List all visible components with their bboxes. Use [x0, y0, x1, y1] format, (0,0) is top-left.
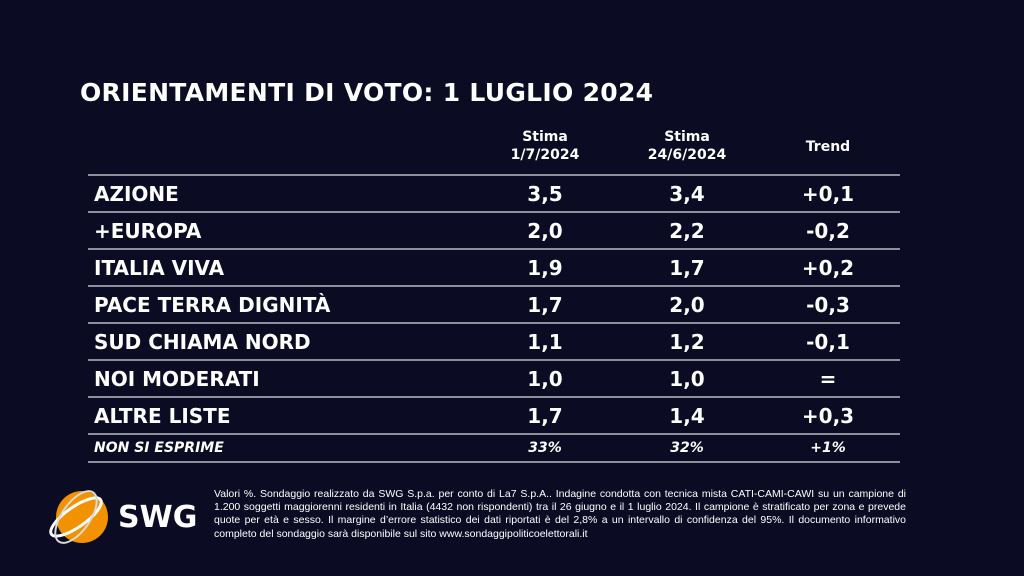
- party-name: NOI MODERATI: [94, 366, 260, 391]
- swg-logo-icon: [49, 490, 108, 544]
- methodology-note: Valori %. Sondaggio realizzato da SWG S.…: [214, 488, 906, 540]
- table-row: +EUROPA 2,0 2,2 -0,2: [88, 211, 900, 248]
- party-name: +EUROPA: [94, 218, 202, 243]
- poll-table: AZIONE 3,5 3,4 +0,1 +EUROPA 2,0 2,2 -0,2 ITALIA …: [88, 174, 900, 463]
- previous-value: 2,0: [669, 292, 705, 317]
- current-value: 1,9: [527, 255, 563, 280]
- table-row: NOI MODERATI 1,0 1,0 =: [88, 359, 900, 396]
- previous-value: 1,7: [669, 255, 705, 280]
- previous-value: 3,4: [669, 181, 705, 206]
- table-row: NON SI ESPRIME 33% 32% +1%: [88, 433, 900, 463]
- previous-value: 2,2: [669, 218, 705, 243]
- party-name: ITALIA VIVA: [94, 255, 225, 280]
- trend-value: -0,3: [806, 292, 850, 317]
- party-name: PACE TERRA DIGNITÀ: [94, 292, 331, 317]
- previous-value: 1,4: [669, 403, 705, 428]
- trend-value: +1%: [810, 440, 846, 456]
- header-line: 1/7/2024: [510, 147, 580, 163]
- trend-value: +0,1: [801, 181, 855, 206]
- previous-value: 1,2: [669, 329, 705, 354]
- previous-value: 1,0: [669, 366, 705, 391]
- table-row: SUD CHIAMA NORD 1,1 1,2 -0,1: [88, 322, 900, 359]
- table-row: AZIONE 3,5 3,4 +0,1: [88, 174, 900, 211]
- previous-value: 32%: [670, 440, 704, 456]
- column-header-previous: Stima 24/6/2024: [617, 128, 757, 164]
- trend-value: =: [819, 366, 837, 391]
- party-name: NON SI ESPRIME: [94, 440, 224, 456]
- header-line: Stima: [522, 129, 568, 145]
- trend-value: +0,2: [801, 255, 855, 280]
- party-name: ALTRE LISTE: [94, 403, 231, 428]
- party-name: SUD CHIAMA NORD: [94, 329, 311, 354]
- current-value: 1,0: [527, 366, 563, 391]
- current-value: 3,5: [527, 181, 563, 206]
- trend-value: -0,1: [806, 329, 850, 354]
- swg-logo-text: SWG: [118, 500, 198, 535]
- party-name: AZIONE: [94, 181, 179, 206]
- current-value: 33%: [528, 440, 562, 456]
- current-value: 1,1: [527, 329, 563, 354]
- trend-value: -0,2: [806, 218, 850, 243]
- column-header-trend: Trend: [758, 138, 898, 156]
- table-row: PACE TERRA DIGNITÀ 1,7 2,0 -0,3: [88, 285, 900, 322]
- header-line: 24/6/2024: [647, 147, 727, 163]
- current-value: 1,7: [527, 403, 563, 428]
- table-row: ALTRE LISTE 1,7 1,4 +0,3: [88, 396, 900, 433]
- column-header-current: Stima 1/7/2024: [475, 128, 615, 164]
- header-line: Stima: [664, 129, 710, 145]
- table-row: ITALIA VIVA 1,9 1,7 +0,2: [88, 248, 900, 285]
- current-value: 2,0: [527, 218, 563, 243]
- current-value: 1,7: [527, 292, 563, 317]
- header-line: Trend: [805, 139, 851, 155]
- trend-value: +0,3: [801, 403, 855, 428]
- page-title: ORIENTAMENTI DI VOTO: 1 LUGLIO 2024: [80, 78, 654, 107]
